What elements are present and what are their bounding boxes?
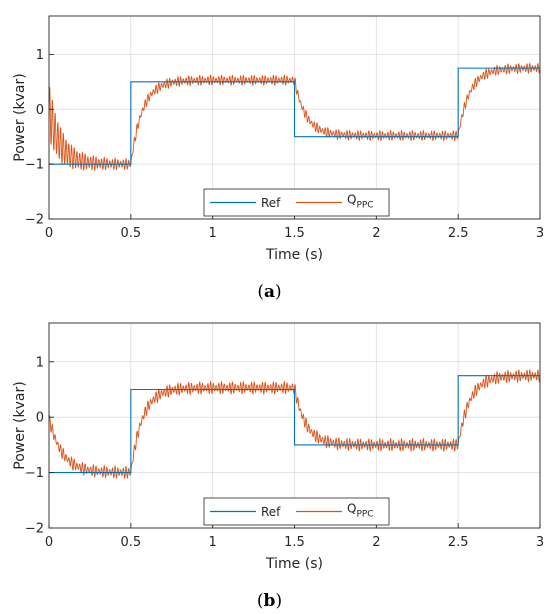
legend-q-main-a: Q: [347, 193, 356, 207]
legend-ref-label-b: Ref: [261, 505, 281, 519]
x-tick-label-b: 2: [372, 535, 380, 550]
legend-q-label-b: QPPC: [347, 502, 374, 520]
panel-b: 0 0.5 1 1.5 2 2.5 3 −2 −1 0 1 Time (s) Power (kvar…: [12, 322, 544, 611]
y-tick-label-b: 1: [36, 355, 44, 370]
legend-b: Ref QPPC: [203, 497, 390, 526]
x-tick-label-b: 1: [209, 535, 217, 550]
x-tick-label-a: 1.5: [284, 226, 305, 241]
caption-b-letter: b: [264, 591, 276, 611]
caption-a-letter: a: [264, 282, 275, 302]
x-tick-label-b: 0.5: [120, 535, 141, 550]
legend-a: Ref QPPC: [203, 188, 390, 217]
y-tick-label-b: −1: [25, 466, 44, 481]
x-axis-label-b: Time (s): [265, 556, 323, 572]
ticks-a: 0 0.5 1 1.5 2 2.5 3 −2 −1 0 1: [25, 48, 544, 241]
x-tick-label-b: 3: [536, 535, 544, 550]
y-tick-label-b: −2: [25, 522, 44, 537]
y-axis-label-a: Power (kvar): [12, 73, 28, 161]
x-tick-label-b: 0: [45, 535, 53, 550]
data-b: [49, 368, 540, 480]
legend-ref-label-a: Ref: [261, 196, 281, 210]
legend-q-label-a: QPPC: [347, 193, 374, 211]
x-tick-label-b: 1.5: [284, 535, 305, 550]
x-tick-label-a: 3: [536, 226, 544, 241]
y-tick-label-a: −1: [25, 158, 44, 173]
x-tick-label-a: 0.5: [120, 226, 141, 241]
caption-a: (a): [257, 282, 281, 302]
caption-b: (b): [257, 591, 282, 611]
legend-q-sub-b: PPC: [356, 510, 373, 520]
y-tick-label-a: 1: [36, 48, 44, 63]
x-tick-label-a: 0: [45, 226, 53, 241]
panel-a: 0 0.5 1 1.5 2 2.5 3 −2 −1 0 1 Time (s) Power (kvar…: [12, 15, 544, 302]
y-tick-label-a: 0: [36, 103, 44, 118]
series-ref-line-a: [49, 67, 540, 165]
y-tick-label-a: −2: [25, 213, 44, 228]
x-tick-label-a: 1: [209, 226, 217, 241]
legend-q-sub-a: PPC: [356, 201, 373, 211]
y-axis-label-b: Power (kvar): [12, 381, 28, 469]
series-ref-line-b: [49, 375, 540, 474]
x-tick-label-a: 2: [372, 226, 380, 241]
x-tick-label-b: 2.5: [448, 535, 469, 550]
x-axis-label-a: Time (s): [265, 247, 323, 263]
x-tick-label-a: 2.5: [448, 226, 469, 241]
ticks-b: 0 0.5 1 1.5 2 2.5 3 −2 −1 0 1: [25, 355, 544, 550]
y-tick-label-b: 0: [36, 411, 44, 426]
legend-q-main-b: Q: [347, 502, 356, 516]
data-a: [49, 62, 540, 172]
